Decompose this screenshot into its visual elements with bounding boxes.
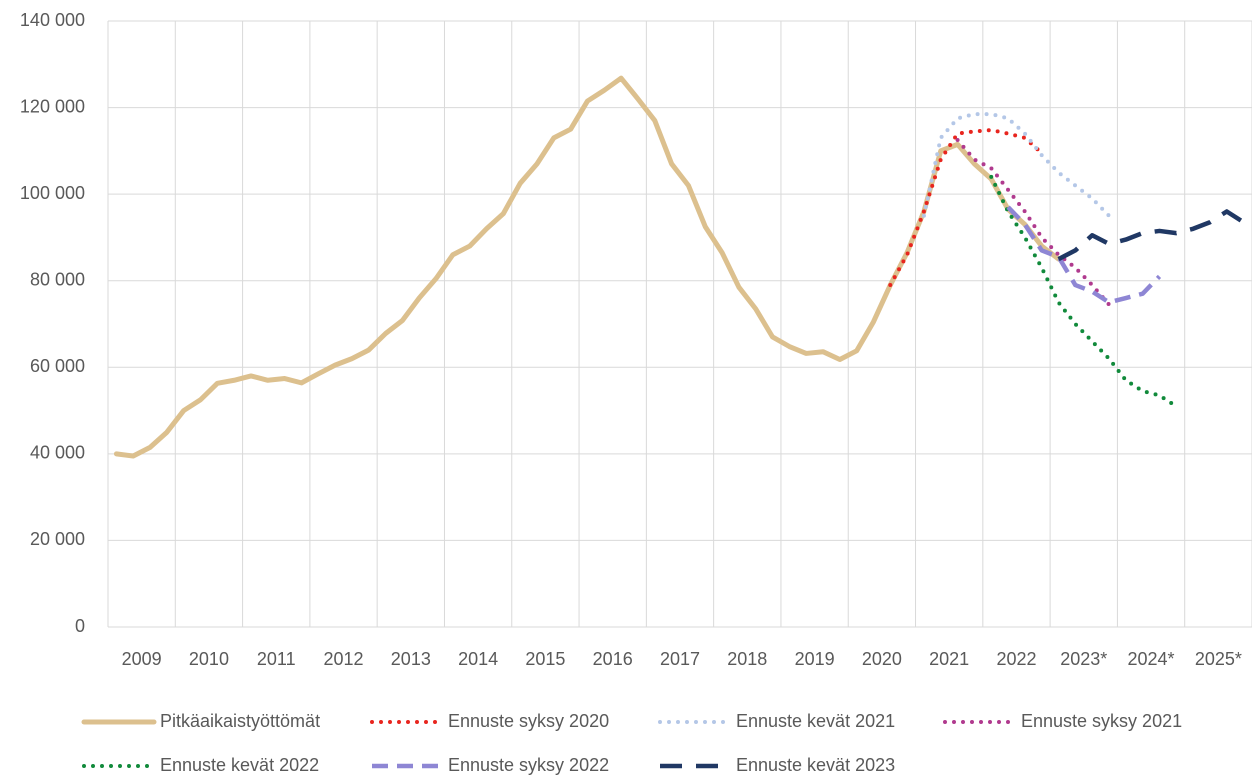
legend-label: Ennuste kevät 2023 bbox=[736, 755, 895, 775]
series-line bbox=[1057, 209, 1245, 262]
series-line bbox=[921, 112, 1111, 218]
x-tick-label: 2024* bbox=[1128, 649, 1175, 669]
y-tick-label: 140 000 bbox=[20, 10, 85, 30]
y-tick-label: 120 000 bbox=[20, 96, 85, 116]
x-tick-label: 2017 bbox=[660, 649, 700, 669]
legend-label: Ennuste syksy 2022 bbox=[448, 755, 609, 775]
x-tick-label: 2025* bbox=[1195, 649, 1242, 669]
x-tick-label: 2009 bbox=[122, 649, 162, 669]
y-tick-label: 80 000 bbox=[30, 269, 85, 289]
y-tick-label: 60 000 bbox=[30, 356, 85, 376]
x-tick-label: 2013 bbox=[391, 649, 431, 669]
y-tick-label: 40 000 bbox=[30, 443, 85, 463]
x-tick-label: 2014 bbox=[458, 649, 498, 669]
y-tick-label: 0 bbox=[75, 616, 85, 636]
y-tick-label: 20 000 bbox=[30, 529, 85, 549]
legend-label: Ennuste kevät 2021 bbox=[736, 711, 895, 731]
y-tick-label: 100 000 bbox=[20, 183, 85, 203]
x-tick-label: 2016 bbox=[593, 649, 633, 669]
x-tick-label: 2012 bbox=[324, 649, 364, 669]
x-tick-label: 2011 bbox=[257, 649, 296, 669]
x-tick-label: 2021 bbox=[929, 649, 969, 669]
series-line bbox=[1006, 205, 1162, 305]
legend-label: Ennuste syksy 2021 bbox=[1021, 711, 1182, 731]
legend-label: Pitkäaikaistyöttömät bbox=[160, 711, 320, 731]
series-line bbox=[888, 128, 1044, 288]
x-tick-label: 2022 bbox=[996, 649, 1036, 669]
x-tick-label: 2019 bbox=[795, 649, 835, 669]
series-line bbox=[989, 174, 1179, 409]
series-line bbox=[955, 138, 1111, 307]
x-tick-label: 2023* bbox=[1060, 649, 1107, 669]
x-tick-label: 2015 bbox=[525, 649, 565, 669]
legend-label: Ennuste kevät 2022 bbox=[160, 755, 319, 775]
legend-label: Ennuste syksy 2020 bbox=[448, 711, 609, 731]
x-tick-label: 2018 bbox=[727, 649, 767, 669]
series-line bbox=[113, 75, 1062, 459]
x-tick-label: 2020 bbox=[862, 649, 902, 669]
x-tick-label: 2010 bbox=[189, 649, 229, 669]
